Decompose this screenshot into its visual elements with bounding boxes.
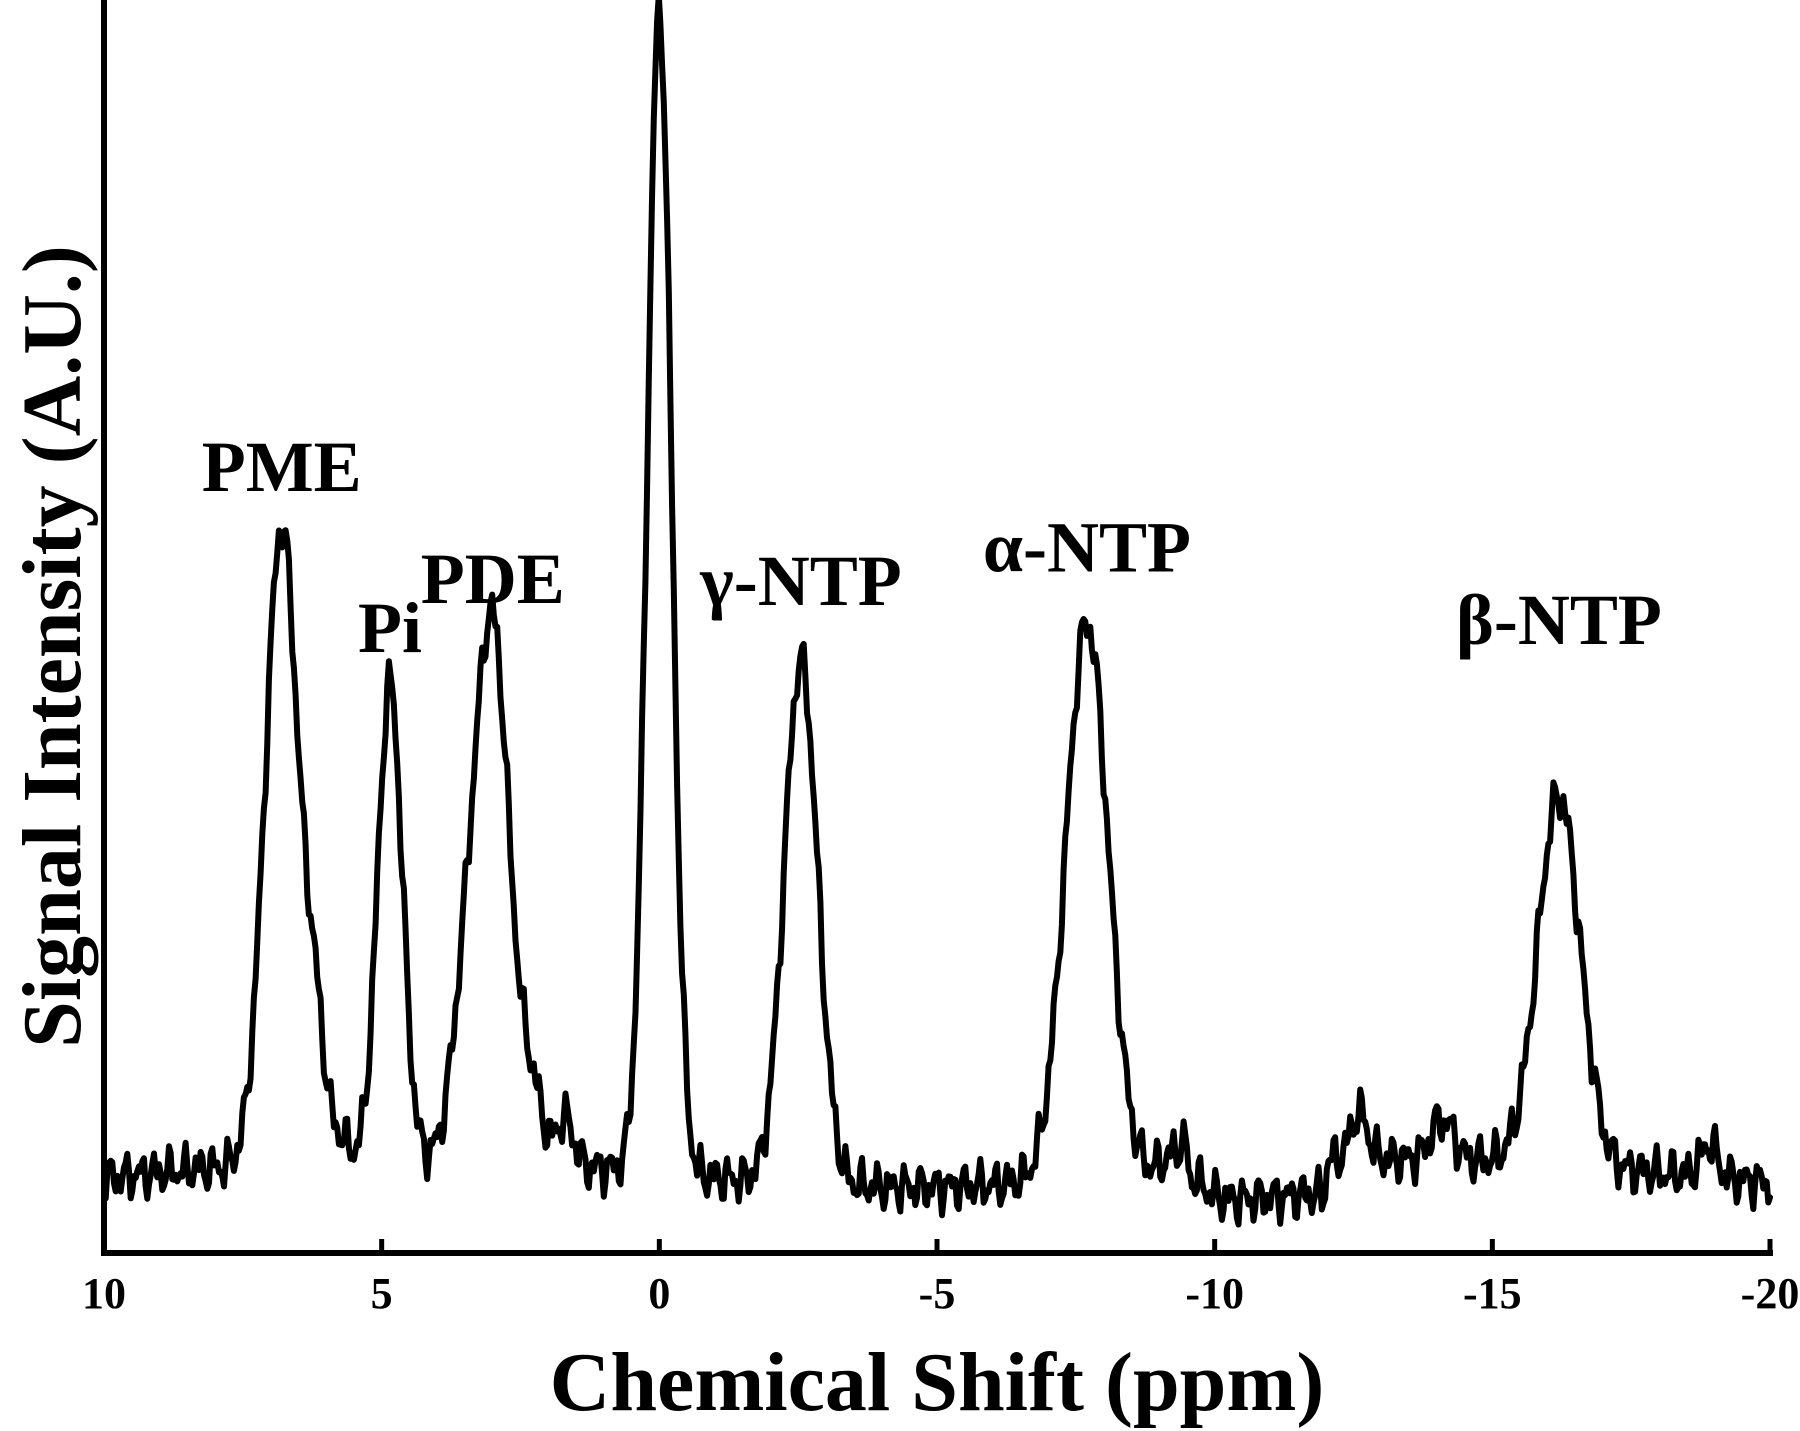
x-tick-label: -5 [919,1269,956,1318]
x-tick-label: -10 [1185,1269,1244,1318]
x-tick-label: 5 [371,1269,393,1318]
x-tick-label: 0 [648,1269,670,1318]
peak-label: Pi [358,588,422,668]
peak-label: α-NTP [983,507,1191,587]
spectrum-line [101,0,1773,1228]
x-tick-label: -20 [1741,1269,1800,1318]
peak-label: β-NTP [1456,580,1662,660]
x-tick-label: 10 [82,1269,126,1318]
peak-label: PME [202,427,362,507]
y-axis-title: Signal Intensity (A.U.) [6,245,99,1048]
peak-label: PDE [421,539,565,619]
x-ticks: 10 5 0 -5 -10 -15 -20 [82,1239,1799,1318]
peak-label: γ-NTP [699,541,902,621]
spectrum-plot [101,0,1773,1228]
x-axis-title: Chemical Shift (ppm) [550,1336,1325,1429]
x-tick-label: -15 [1463,1269,1522,1318]
